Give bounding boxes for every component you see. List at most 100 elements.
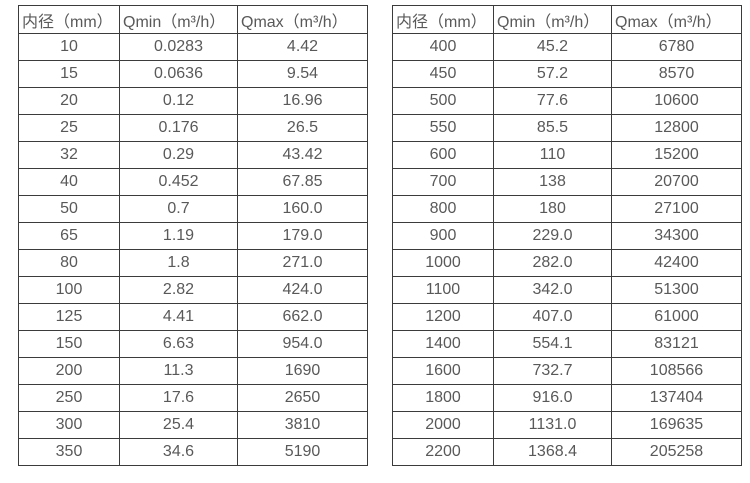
table-row: 300 25.4 3810 <box>18 411 368 439</box>
table-row: 80 1.8 271.0 <box>18 249 368 277</box>
column-header: Qmax（m³/h） <box>237 5 368 34</box>
table-cell: 110 <box>493 141 612 169</box>
table-cell: 407.0 <box>493 303 612 331</box>
table-cell: 500 <box>392 87 494 115</box>
table-cell: 16.96 <box>237 87 368 115</box>
table-cell: 15200 <box>611 141 742 169</box>
table-row: 25 0.176 26.5 <box>18 114 368 142</box>
table-row: 65 1.19 179.0 <box>18 222 368 250</box>
table-row: 400 45.2 6780 <box>392 33 742 61</box>
column-header: 内径（mm） <box>392 5 494 34</box>
table-cell: 4.42 <box>237 33 368 61</box>
table-row: 150 6.63 954.0 <box>18 330 368 358</box>
table-row: 350 34.6 5190 <box>18 438 368 466</box>
table-cell: 26.5 <box>237 114 368 142</box>
table-row: 15 0.0636 9.54 <box>18 60 368 88</box>
table-cell: 732.7 <box>493 357 612 385</box>
table-cell: 700 <box>392 168 494 196</box>
table-cell: 400 <box>392 33 494 61</box>
table-cell: 17.6 <box>119 384 238 412</box>
table-cell: 15 <box>18 60 120 88</box>
table-cell: 450 <box>392 60 494 88</box>
table-cell: 57.2 <box>493 60 612 88</box>
table-cell: 5190 <box>237 438 368 466</box>
table-cell: 169635 <box>611 411 742 439</box>
table-cell: 2000 <box>392 411 494 439</box>
table-row: 250 17.6 2650 <box>18 384 368 412</box>
table-cell: 20 <box>18 87 120 115</box>
table-cell: 1600 <box>392 357 494 385</box>
table-cell: 25 <box>18 114 120 142</box>
table-cell: 554.1 <box>493 330 612 358</box>
table-cell: 282.0 <box>493 249 612 277</box>
table-cell: 160.0 <box>237 195 368 223</box>
table-cell: 1131.0 <box>493 411 612 439</box>
table-cell: 4.41 <box>119 303 238 331</box>
table-row: 2000 1131.0 169635 <box>392 411 742 439</box>
table-cell: 2200 <box>392 438 494 466</box>
table-cell: 50 <box>18 195 120 223</box>
table-row: 125 4.41 662.0 <box>18 303 368 331</box>
table-cell: 6780 <box>611 33 742 61</box>
table-row: 800 180 27100 <box>392 195 742 223</box>
table-row: 50 0.7 160.0 <box>18 195 368 223</box>
table-row: 40 0.452 67.85 <box>18 168 368 196</box>
table-cell: 0.12 <box>119 87 238 115</box>
table-cell: 6.63 <box>119 330 238 358</box>
table-row: 100 2.82 424.0 <box>18 276 368 304</box>
table-row: 10 0.0283 4.42 <box>18 33 368 61</box>
column-header: Qmax（m³/h） <box>611 5 742 34</box>
table-cell: 180 <box>493 195 612 223</box>
table-row: 1600 732.7 108566 <box>392 357 742 385</box>
table-cell: 0.0636 <box>119 60 238 88</box>
table-cell: 42400 <box>611 249 742 277</box>
table-row: 1800 916.0 137404 <box>392 384 742 412</box>
table-cell: 2650 <box>237 384 368 412</box>
table-cell: 80 <box>18 249 120 277</box>
table-cell: 1800 <box>392 384 494 412</box>
table-cell: 108566 <box>611 357 742 385</box>
table-row: 900 229.0 34300 <box>392 222 742 250</box>
table-row: 500 77.6 10600 <box>392 87 742 115</box>
table-cell: 1690 <box>237 357 368 385</box>
table-cell: 900 <box>392 222 494 250</box>
table-cell: 200 <box>18 357 120 385</box>
table-cell: 0.7 <box>119 195 238 223</box>
table-cell: 1.19 <box>119 222 238 250</box>
table-cell: 65 <box>18 222 120 250</box>
table-cell: 150 <box>18 330 120 358</box>
header-row: 内径（mm） Qmin（m³/h） Qmax（m³/h） <box>18 5 368 34</box>
column-header: 内径（mm） <box>18 5 120 34</box>
table-row: 550 85.5 12800 <box>392 114 742 142</box>
table-cell: 45.2 <box>493 33 612 61</box>
table-row: 1100 342.0 51300 <box>392 276 742 304</box>
table-row: 200 11.3 1690 <box>18 357 368 385</box>
table-row: 20 0.12 16.96 <box>18 87 368 115</box>
table-row: 600 110 15200 <box>392 141 742 169</box>
table-cell: 100 <box>18 276 120 304</box>
table-cell: 550 <box>392 114 494 142</box>
table-cell: 1368.4 <box>493 438 612 466</box>
table-row: 450 57.2 8570 <box>392 60 742 88</box>
column-header: Qmin（m³/h） <box>493 5 612 34</box>
table-cell: 8570 <box>611 60 742 88</box>
table-cell: 34.6 <box>119 438 238 466</box>
table-cell: 85.5 <box>493 114 612 142</box>
table-cell: 250 <box>18 384 120 412</box>
table-cell: 179.0 <box>237 222 368 250</box>
table-cell: 2.82 <box>119 276 238 304</box>
table-cell: 32 <box>18 141 120 169</box>
table-cell: 271.0 <box>237 249 368 277</box>
table-cell: 10600 <box>611 87 742 115</box>
table-cell: 25.4 <box>119 411 238 439</box>
table-row: 32 0.29 43.42 <box>18 141 368 169</box>
table-cell: 34300 <box>611 222 742 250</box>
table-cell: 1400 <box>392 330 494 358</box>
table-cell: 20700 <box>611 168 742 196</box>
table-cell: 137404 <box>611 384 742 412</box>
header-row: 内径（mm） Qmin（m³/h） Qmax（m³/h） <box>392 5 742 34</box>
table-row: 1400 554.1 83121 <box>392 330 742 358</box>
table-cell: 662.0 <box>237 303 368 331</box>
flow-spec-table-small-diameters: 内径（mm） Qmin（m³/h） Qmax（m³/h） 10 0.0283 4.42 15… <box>18 5 368 466</box>
